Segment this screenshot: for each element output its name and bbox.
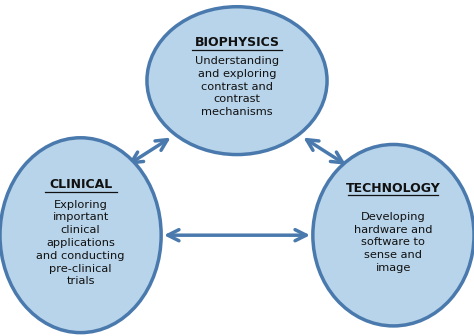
Text: CLINICAL: CLINICAL <box>49 178 112 191</box>
Text: Understanding
and exploring
contrast and
contrast
mechanisms: Understanding and exploring contrast and… <box>195 56 279 117</box>
Text: Developing
hardware and
software to
sense and
image: Developing hardware and software to sens… <box>354 212 433 273</box>
Ellipse shape <box>0 138 161 333</box>
Ellipse shape <box>313 144 474 326</box>
Ellipse shape <box>147 7 327 155</box>
Text: TECHNOLOGY: TECHNOLOGY <box>346 181 441 195</box>
Text: Exploring
important
clinical
applications
and conducting
pre-clinical
trials: Exploring important clinical application… <box>36 200 125 286</box>
Text: BIOPHYSICS: BIOPHYSICS <box>194 36 280 49</box>
